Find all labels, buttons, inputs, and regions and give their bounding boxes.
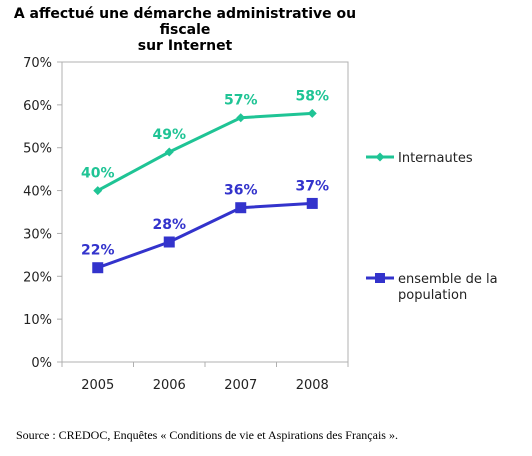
x-tick-label: 2005: [81, 378, 114, 393]
legend-marker: [375, 152, 385, 162]
data-point: [306, 197, 318, 209]
chart-title-line-1: A affectué une démarche administrative o…: [13, 6, 357, 38]
data-point: [163, 236, 175, 248]
series-line: [97, 201, 313, 270]
source-note: Source : CREDOC, Enquêtes « Conditions d…: [16, 428, 398, 442]
y-tick-label: 20%: [23, 270, 52, 285]
data-label: 28%: [152, 217, 186, 233]
data-label: 57%: [224, 93, 258, 109]
legend-label: ensemble de la: [398, 272, 498, 287]
y-tick-label: 10%: [23, 313, 52, 328]
y-tick-label: 70%: [23, 56, 52, 71]
data-label: 40%: [81, 166, 115, 182]
x-tick-label: 2007: [224, 378, 257, 393]
legend-label: Internautes: [398, 151, 473, 166]
data-point: [93, 186, 103, 196]
data-point: [307, 108, 317, 118]
x-tick-label: 2006: [153, 378, 186, 393]
chart-title-line-2: sur Internet: [137, 38, 233, 54]
data-point: [235, 202, 247, 214]
data-label: 49%: [152, 127, 186, 143]
data-label: 37%: [295, 178, 329, 194]
data-point: [92, 262, 104, 274]
y-tick-label: 60%: [23, 99, 52, 114]
data-label: 22%: [81, 243, 115, 259]
series-line: [97, 111, 313, 192]
x-tick-label: 2008: [296, 378, 329, 393]
data-point: [236, 113, 246, 123]
chart-title: A affectué une démarche administrative o…: [0, 6, 370, 54]
legend-marker: [375, 273, 385, 283]
data-label: 58%: [295, 88, 329, 104]
y-tick-label: 30%: [23, 227, 52, 242]
data-point: [164, 147, 174, 157]
legend-label: population: [398, 288, 467, 303]
line-chart: 0% 10% 20% 30% 40% 50% 60% 70% 2005 2006 2007 2008 4…: [23, 56, 498, 393]
y-tick-label: 40%: [23, 185, 52, 200]
plot-area: [61, 61, 349, 363]
y-tick-label: 50%: [23, 142, 52, 157]
data-label: 36%: [224, 183, 258, 199]
y-tick-label: 0%: [31, 356, 52, 371]
